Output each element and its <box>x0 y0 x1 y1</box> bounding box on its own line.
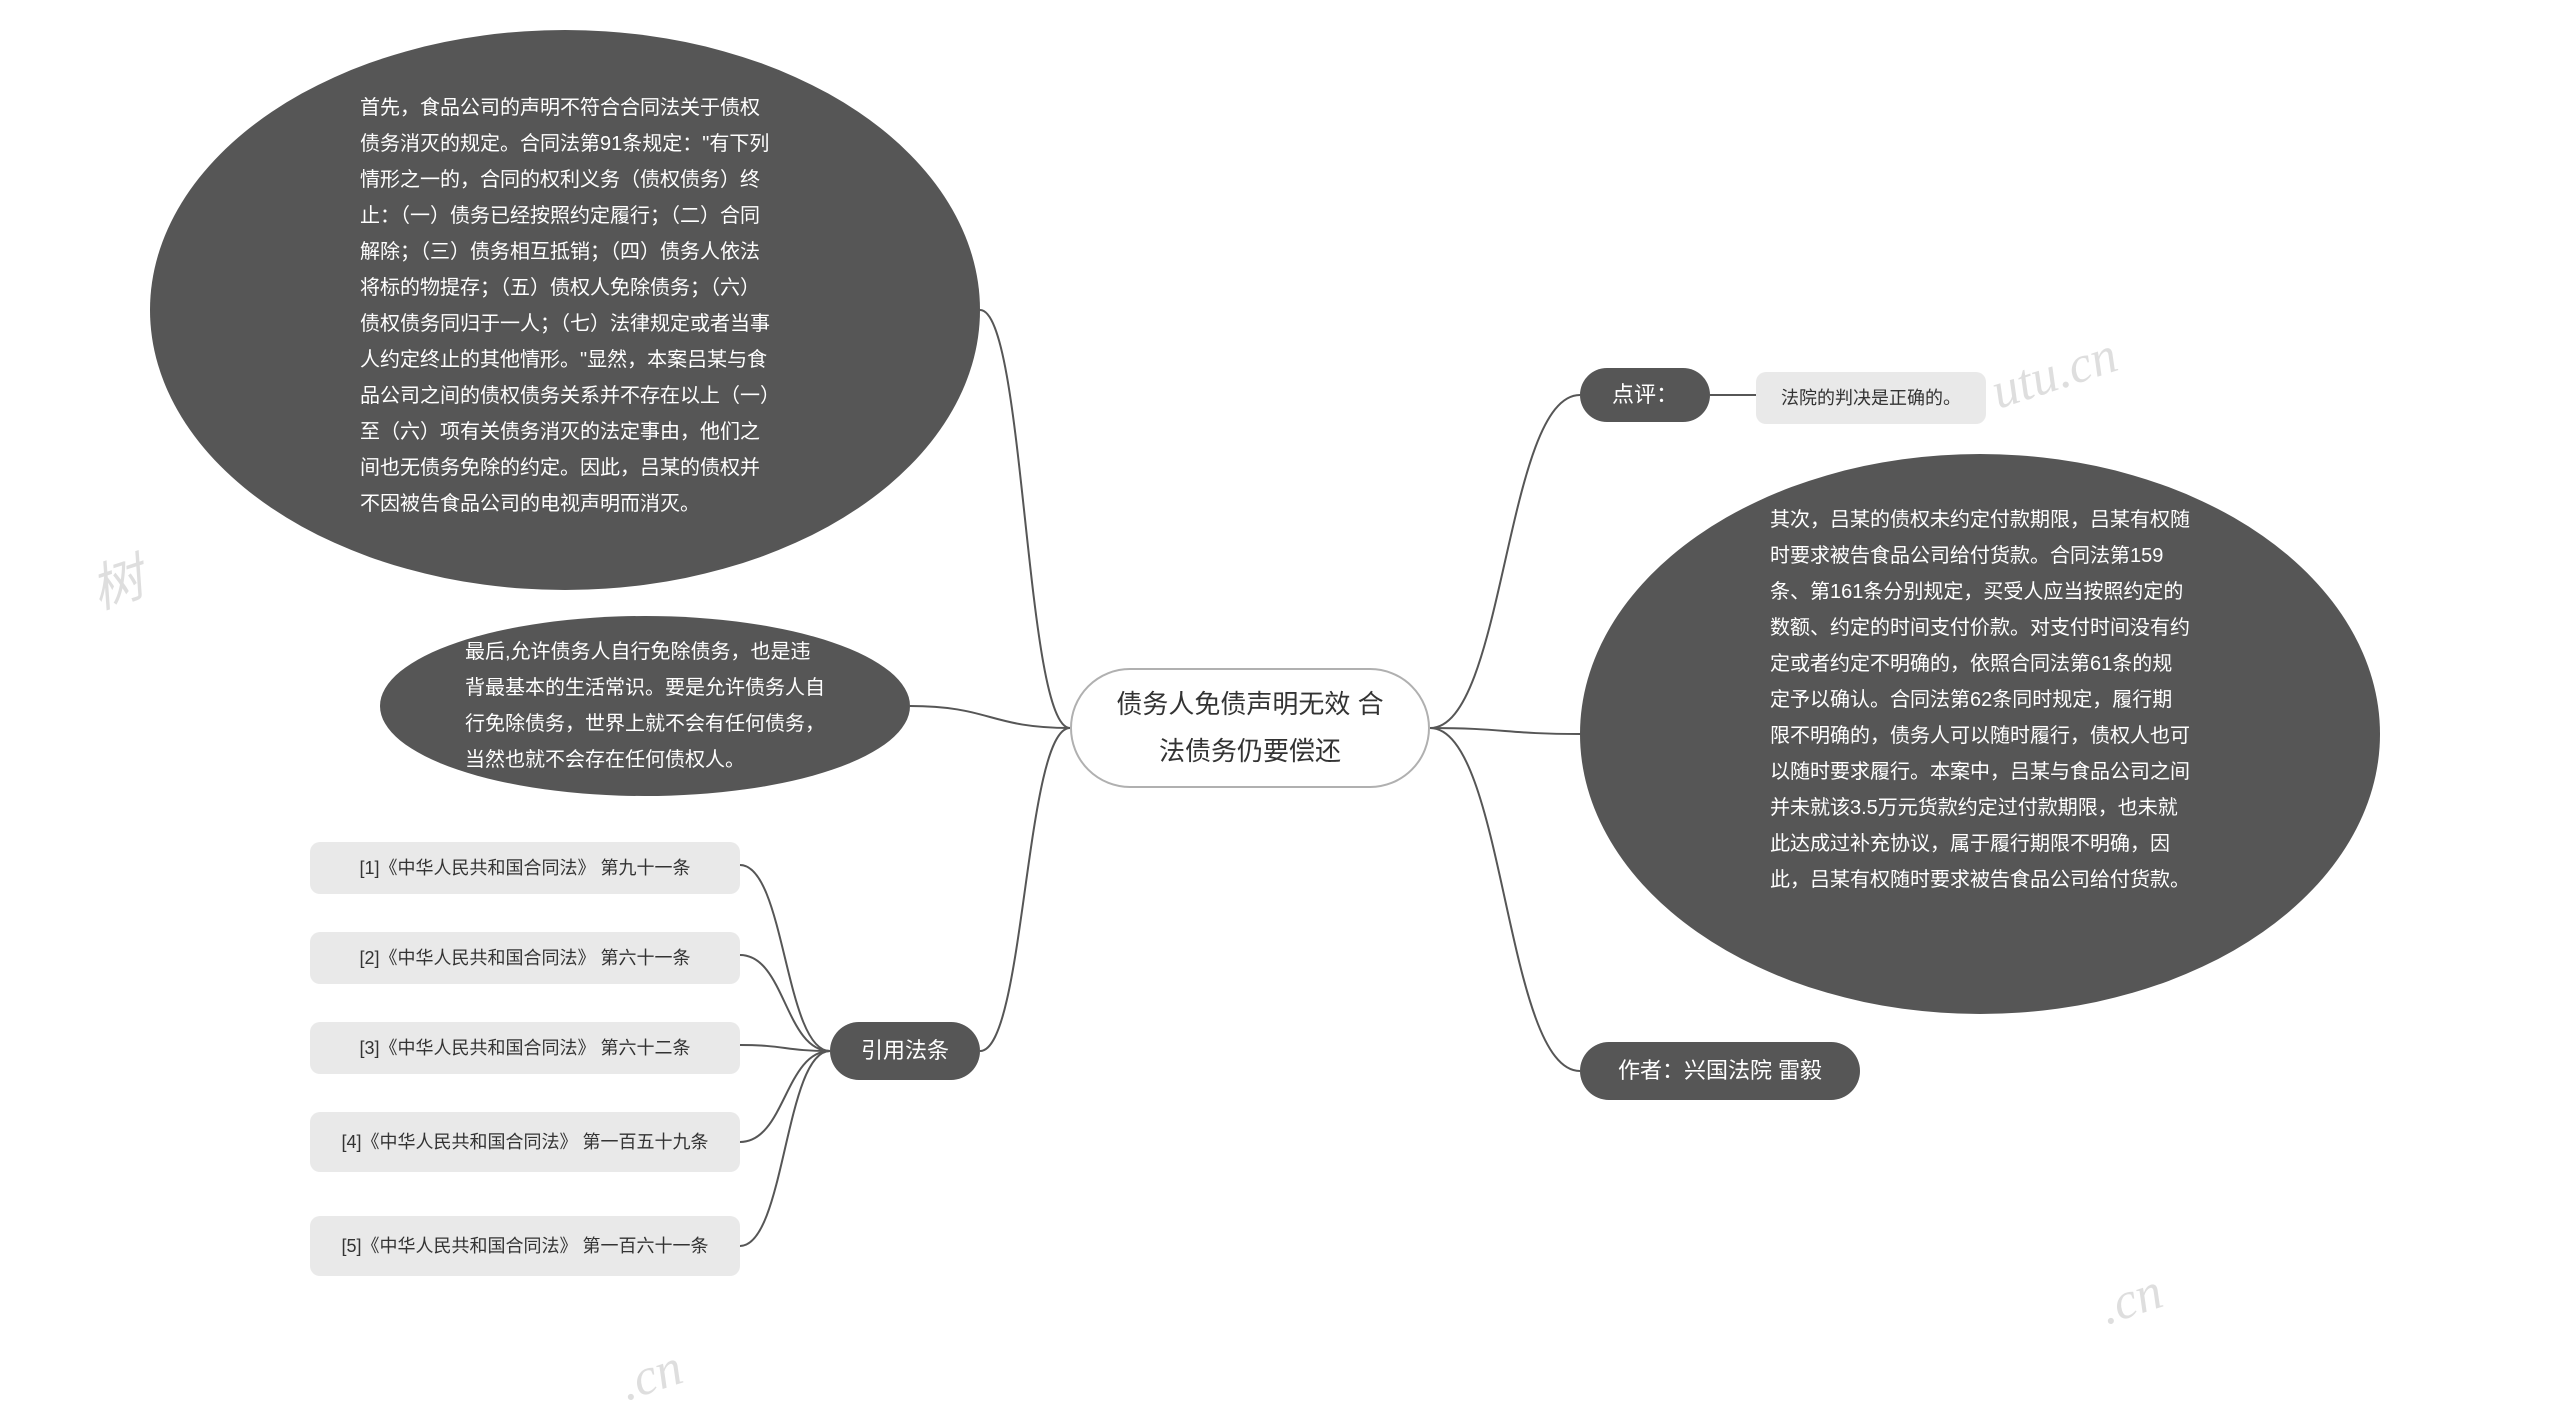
leaf-text: [3]《中华人民共和国合同法》 第六十二条 <box>359 1032 690 1064</box>
node-text: 点评： <box>1612 375 1678 415</box>
leaf-text: [1]《中华人民共和国合同法》 第九十一条 <box>359 852 690 884</box>
node-text: 引用法条 <box>861 1031 949 1071</box>
center-topic-label: 债务人免债声明无效 合法债务仍要偿还 <box>1106 681 1394 775</box>
leaf-text: [5]《中华人民共和国合同法》 第一百六十一条 <box>341 1230 708 1262</box>
leaf-text: 法院的判决是正确的。 <box>1781 382 1961 414</box>
watermark: .cn <box>612 1338 689 1413</box>
watermark: .cn <box>2092 1262 2169 1337</box>
branch-node[interactable]: 点评： <box>1580 368 1710 422</box>
branch-node[interactable]: 最后,允许债务人自行免除债务，也是违背最基本的生活常识。要是允许债务人自行免除债… <box>380 616 910 796</box>
leaf-node[interactable]: [4]《中华人民共和国合同法》 第一百五十九条 <box>310 1112 740 1172</box>
branch-node[interactable]: 作者：兴国法院 雷毅 <box>1580 1042 1860 1100</box>
node-text: 作者：兴国法院 雷毅 <box>1618 1051 1822 1091</box>
center-topic[interactable]: 债务人免债声明无效 合法债务仍要偿还 <box>1070 668 1430 788</box>
leaf-node[interactable]: [1]《中华人民共和国合同法》 第九十一条 <box>310 842 740 894</box>
leaf-text: [4]《中华人民共和国合同法》 第一百五十九条 <box>341 1126 708 1158</box>
leaf-node[interactable]: 法院的判决是正确的。 <box>1756 372 1986 424</box>
mindmap-canvas: 债务人免债声明无效 合法债务仍要偿还 tu.cn树utu.cn树.cn.cn 首… <box>0 0 2560 1425</box>
branch-node[interactable]: 首先，食品公司的声明不符合合同法关于债权债务消灭的规定。合同法第91条规定："有… <box>150 30 980 590</box>
leaf-node[interactable]: [2]《中华人民共和国合同法》 第六十一条 <box>310 932 740 984</box>
node-text: 其次，吕某的债权未约定付款期限，吕某有权随时要求被告食品公司给付货款。合同法第1… <box>1770 502 2190 898</box>
branch-node[interactable]: 其次，吕某的债权未约定付款期限，吕某有权随时要求被告食品公司给付货款。合同法第1… <box>1580 454 2380 1014</box>
node-text: 首先，食品公司的声明不符合合同法关于债权债务消灭的规定。合同法第91条规定："有… <box>360 90 770 522</box>
leaf-text: [2]《中华人民共和国合同法》 第六十一条 <box>359 942 690 974</box>
node-text: 最后,允许债务人自行免除债务，也是违背最基本的生活常识。要是允许债务人自行免除债… <box>465 634 825 778</box>
leaf-node[interactable]: [3]《中华人民共和国合同法》 第六十二条 <box>310 1022 740 1074</box>
branch-node[interactable]: 引用法条 <box>830 1022 980 1080</box>
watermark: utu.cn <box>1984 326 2124 422</box>
watermark: 树 <box>80 536 153 623</box>
leaf-node[interactable]: [5]《中华人民共和国合同法》 第一百六十一条 <box>310 1216 740 1276</box>
